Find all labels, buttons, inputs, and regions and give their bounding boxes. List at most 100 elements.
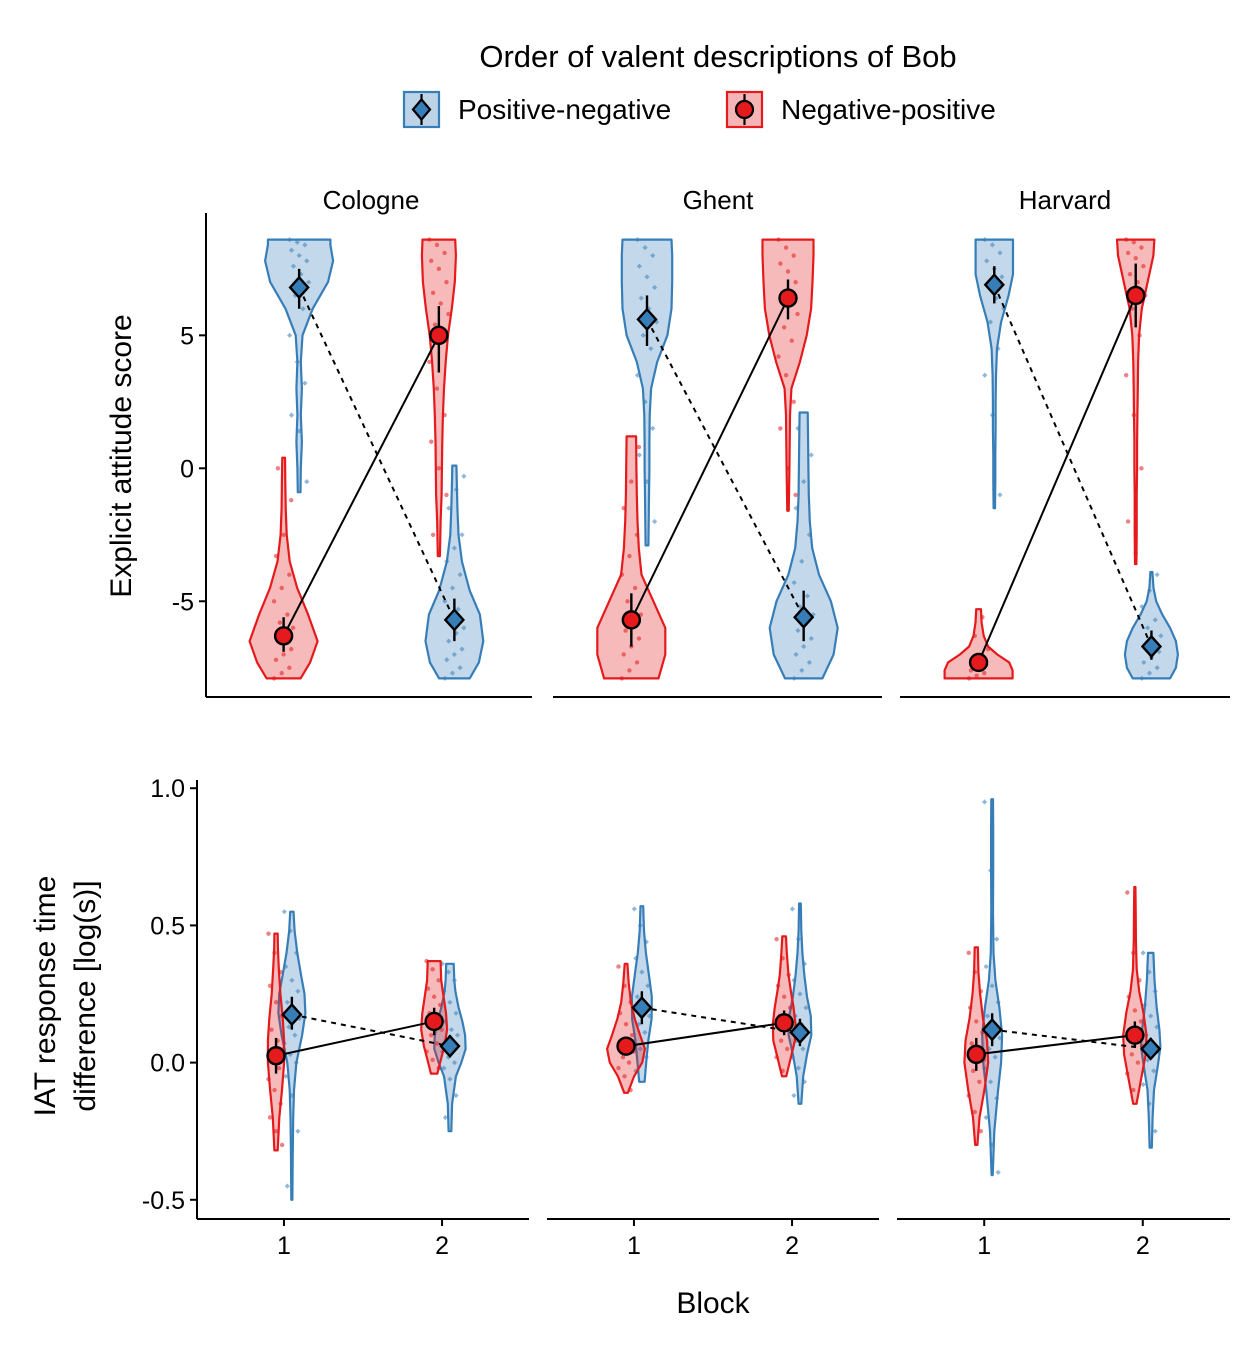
- x-tick-label: 2: [785, 1232, 799, 1260]
- data-point: [302, 242, 308, 248]
- data-point: [626, 1060, 632, 1065]
- data-point: [267, 1115, 273, 1120]
- data-point: [632, 585, 638, 591]
- data-point: [432, 322, 438, 327]
- data-point: [434, 242, 440, 248]
- data-point: [446, 638, 452, 644]
- data-point: [453, 1010, 459, 1016]
- data-point: [451, 545, 457, 551]
- circle-marker-icon: [734, 99, 755, 120]
- data-point: [800, 1046, 806, 1052]
- data-point: [994, 1095, 1000, 1101]
- data-point: [989, 242, 995, 248]
- data-point: [1125, 1071, 1130, 1076]
- data-point: [269, 1027, 274, 1032]
- data-point: [638, 295, 644, 301]
- data-point: [795, 936, 802, 942]
- data-point: [457, 665, 463, 671]
- data-point: [968, 1005, 973, 1010]
- data-point: [981, 1065, 988, 1071]
- mean-line-negative-positive: [275, 1020, 435, 1057]
- data-point: [271, 599, 277, 604]
- data-point: [1137, 333, 1142, 338]
- data-point: [287, 236, 293, 243]
- data-point: [294, 239, 300, 245]
- facet-harvard: [900, 236, 1230, 698]
- data-point: [616, 964, 621, 969]
- legend-label-negative-positive: Negative-positive: [781, 94, 996, 125]
- data-point: [650, 425, 656, 432]
- data-point: [287, 1051, 293, 1057]
- data-point: [791, 253, 796, 258]
- data-point: [1140, 1081, 1146, 1088]
- data-point: [287, 332, 293, 338]
- violin-negative-positive-block-2: [1115, 238, 1156, 566]
- data-point: [617, 1011, 623, 1016]
- violin-positive-negative-block-1: [264, 238, 335, 494]
- data-point: [1131, 1087, 1136, 1093]
- data-point: [442, 250, 447, 256]
- data-point: [427, 359, 432, 365]
- data-point: [444, 657, 450, 663]
- facet-label-harvard: Harvard: [1019, 185, 1111, 215]
- data-point: [1123, 237, 1129, 242]
- mean-marker-negative-positive: [616, 1036, 636, 1056]
- data-point: [622, 1074, 627, 1079]
- data-point: [461, 625, 467, 631]
- data-point: [966, 676, 972, 681]
- legend-item-positive-negative: Positive-negative: [402, 90, 671, 129]
- data-point: [983, 1114, 989, 1121]
- data-point: [784, 1046, 790, 1052]
- mean-marker-positive-negative: [983, 273, 1005, 297]
- mean-marker-positive-negative: [789, 1020, 811, 1045]
- data-point: [989, 412, 995, 418]
- data-point: [436, 466, 442, 471]
- data-point: [436, 266, 442, 272]
- data-point: [650, 252, 656, 259]
- data-point: [803, 1005, 809, 1011]
- data-point: [1129, 1052, 1135, 1057]
- y-tick-label: 1.0: [150, 775, 185, 803]
- data-point: [275, 466, 281, 471]
- data-point: [429, 439, 434, 444]
- data-point: [451, 1060, 458, 1066]
- data-point: [993, 295, 999, 301]
- data-point: [791, 977, 797, 983]
- data-point: [977, 1079, 982, 1085]
- data-point: [786, 972, 791, 978]
- mean-marker-negative-positive: [266, 1046, 286, 1066]
- data-point: [988, 1079, 994, 1085]
- data-point: [1139, 603, 1145, 610]
- data-point: [778, 426, 783, 431]
- y-tick-label: 5: [180, 322, 194, 350]
- explicit-attitude-row: -5 0 5: [172, 213, 1230, 698]
- y-tick-label: 0.0: [150, 1050, 185, 1078]
- violin-negative-positive-block-1: [596, 435, 667, 680]
- data-point: [994, 936, 1000, 942]
- data-point: [628, 1000, 633, 1005]
- data-point: [781, 994, 787, 999]
- data-point: [273, 1000, 279, 1005]
- data-point: [797, 603, 803, 610]
- data-point: [620, 1054, 626, 1060]
- data-point: [636, 444, 642, 450]
- data-point: [300, 306, 306, 312]
- data-point: [1127, 271, 1133, 277]
- x-tick-label: 1: [977, 1232, 991, 1260]
- data-point: [781, 325, 787, 330]
- mean-line-positive-negative: [992, 1028, 1151, 1050]
- data-point: [1146, 1101, 1152, 1107]
- data-point: [1139, 466, 1144, 471]
- y-tick-label: 0: [180, 455, 194, 483]
- y-tick-label: -0.5: [142, 1187, 185, 1215]
- data-point: [436, 1065, 441, 1071]
- data-point: [1140, 950, 1146, 956]
- data-point: [806, 532, 812, 538]
- data-point: [446, 311, 451, 317]
- data-point: [985, 646, 991, 652]
- data-point: [982, 236, 988, 243]
- data-point: [1154, 665, 1160, 671]
- facet-strips: Cologne Ghent Harvard: [323, 185, 1112, 215]
